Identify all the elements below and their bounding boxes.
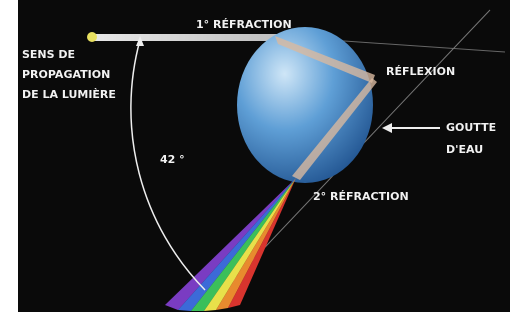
light-source <box>87 32 97 42</box>
label: RÉFLEXION <box>386 65 455 78</box>
diagram: 1° RÉFRACTION SENS DE PROPAGATION DE LA LU… <box>0 0 524 319</box>
label-line: D'EAU <box>446 143 483 156</box>
label-line: GOUTTE <box>446 121 496 134</box>
label-line: PROPAGATION <box>22 68 110 81</box>
incident-beam <box>92 34 277 41</box>
label: 2° RÉFRACTION <box>313 190 409 203</box>
label-line: DE LA LUMIÈRE <box>22 88 116 101</box>
label-line: SENS DE <box>22 48 75 61</box>
label: 1° RÉFRACTION <box>196 18 292 31</box>
label: 42 ° <box>160 153 185 166</box>
